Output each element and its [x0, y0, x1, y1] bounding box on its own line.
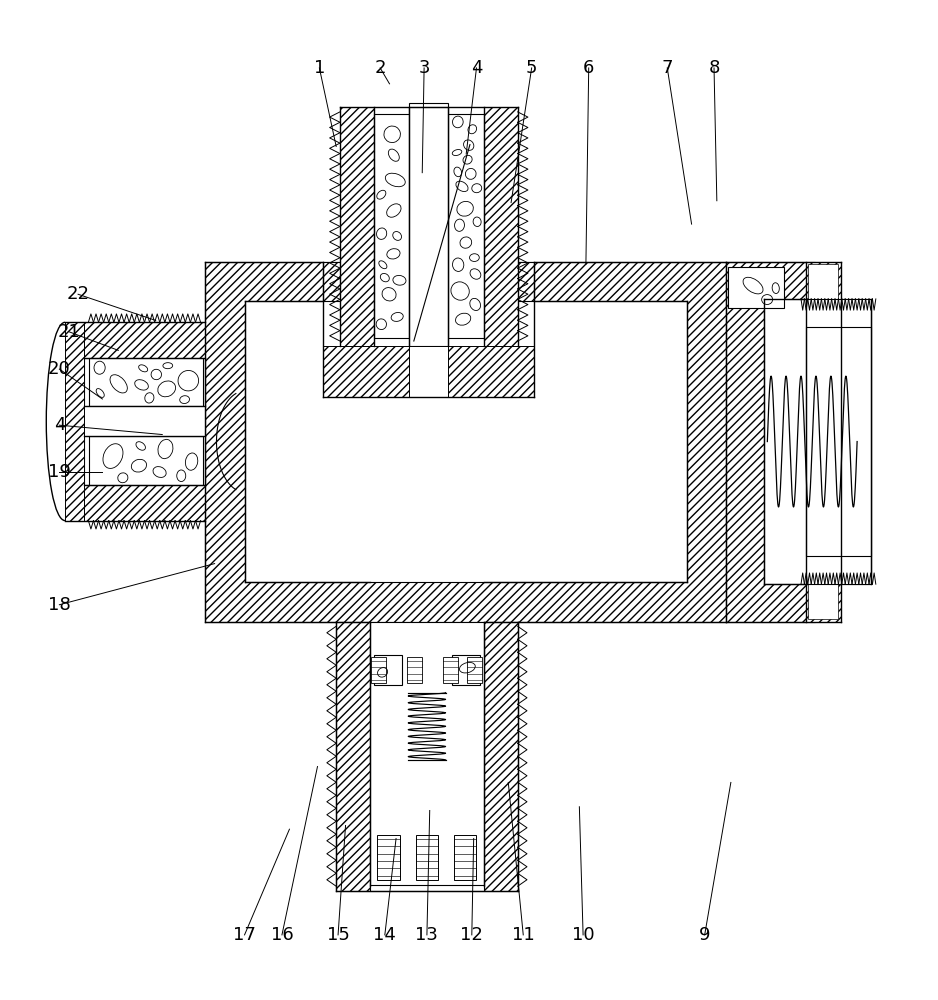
Bar: [416, 835, 438, 880]
Bar: [443, 657, 458, 683]
Text: 2: 2: [374, 59, 386, 77]
Text: 12: 12: [461, 926, 483, 944]
Bar: [340, 107, 373, 346]
Text: 20: 20: [48, 360, 70, 378]
Bar: [371, 657, 386, 683]
Text: 15: 15: [326, 926, 350, 944]
Bar: [467, 657, 482, 683]
Bar: [806, 327, 871, 556]
Bar: [245, 301, 687, 582]
Text: 6: 6: [583, 59, 595, 77]
Bar: [89, 436, 204, 485]
Bar: [409, 103, 448, 346]
Text: 8: 8: [708, 59, 719, 77]
Bar: [452, 655, 480, 685]
Bar: [373, 114, 409, 338]
Bar: [373, 655, 401, 685]
Bar: [89, 358, 204, 406]
Bar: [83, 322, 205, 358]
Bar: [336, 622, 370, 891]
Bar: [65, 322, 83, 521]
Bar: [407, 657, 422, 683]
Text: 19: 19: [48, 463, 70, 481]
Bar: [454, 835, 477, 880]
Text: 4: 4: [471, 59, 482, 77]
Bar: [448, 114, 484, 338]
Text: 11: 11: [512, 926, 535, 944]
Text: 22: 22: [67, 285, 89, 303]
Bar: [409, 346, 448, 397]
Bar: [83, 485, 205, 521]
Text: 7: 7: [661, 59, 673, 77]
Text: 1: 1: [313, 59, 325, 77]
Text: 14: 14: [373, 926, 396, 944]
Bar: [764, 299, 871, 584]
Text: 10: 10: [572, 926, 595, 944]
Text: 4: 4: [53, 416, 65, 434]
Bar: [83, 406, 205, 436]
Text: 21: 21: [57, 323, 80, 341]
Text: 17: 17: [234, 926, 256, 944]
Text: 5: 5: [526, 59, 537, 77]
Bar: [323, 262, 535, 397]
Text: 3: 3: [418, 59, 430, 77]
Bar: [409, 346, 448, 397]
Bar: [728, 267, 784, 308]
Bar: [809, 264, 839, 619]
Bar: [205, 262, 726, 622]
Bar: [323, 346, 535, 397]
Text: 13: 13: [416, 926, 438, 944]
Bar: [764, 299, 871, 584]
Text: 16: 16: [270, 926, 294, 944]
Bar: [806, 262, 841, 622]
Bar: [377, 835, 400, 880]
Bar: [484, 622, 518, 891]
Text: 18: 18: [48, 596, 70, 614]
Bar: [409, 107, 448, 346]
Text: 9: 9: [699, 926, 710, 944]
Bar: [484, 107, 518, 346]
Bar: [370, 622, 484, 891]
Bar: [726, 262, 815, 622]
Bar: [83, 358, 205, 485]
